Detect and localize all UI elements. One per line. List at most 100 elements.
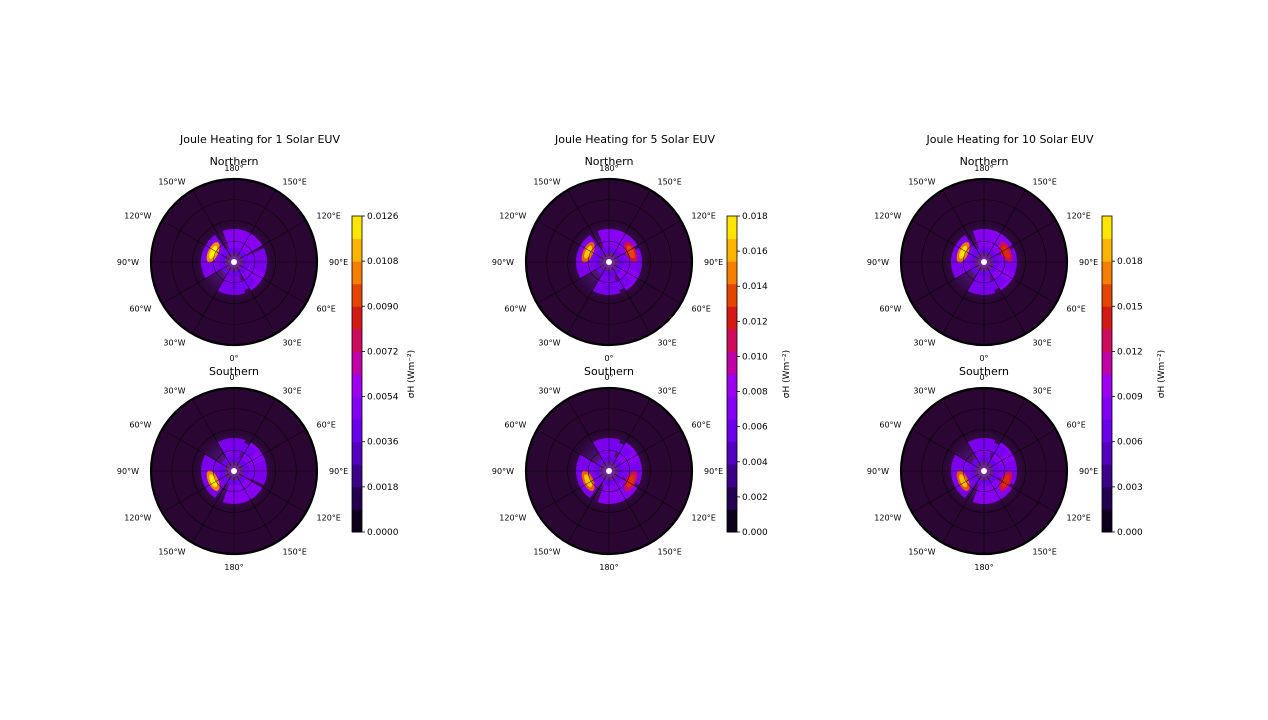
- longitude-label: 60°W: [879, 421, 901, 430]
- hotspot: [999, 470, 1013, 492]
- longitude-label: 0°: [604, 354, 613, 363]
- meridian-line: [161, 473, 229, 513]
- colorbar-tick-label: 0.0000: [367, 528, 399, 538]
- colorbar-band: [727, 216, 737, 240]
- colorbar-band: [1102, 351, 1112, 375]
- colorbar-band: [1102, 306, 1112, 330]
- meridian-line: [986, 398, 1026, 466]
- longitude-label: 90°E: [704, 467, 723, 476]
- pole-marker: [231, 259, 237, 265]
- colorbar-label: σH (Wm⁻²): [782, 350, 792, 398]
- colorbar-frame: [1101, 215, 1113, 533]
- colorbar-tick-label: 0.015: [1117, 302, 1143, 312]
- colorbar-band: [352, 486, 362, 510]
- longitude-label: 0°: [979, 373, 988, 382]
- hotspot-core: [584, 245, 593, 259]
- longitude-label: 0°: [604, 373, 613, 382]
- colorbar-tick-label: 0.0036: [367, 438, 399, 448]
- oval-tail: [981, 441, 1007, 459]
- panel-title: Joule Heating for 10 Solar EUV: [925, 133, 1094, 146]
- oval-segment: [222, 229, 263, 255]
- meridian-line: [239, 429, 307, 469]
- meridian-line: [611, 398, 651, 466]
- hemisphere-label: Southern: [584, 365, 634, 378]
- colorbar-tick-label: 0.000: [742, 528, 768, 538]
- meridian-line: [911, 473, 979, 513]
- longitude-label: 150°W: [158, 548, 185, 557]
- colorbar-tick-label: 0.012: [742, 317, 768, 327]
- colorbar-tick-label: 0.0018: [367, 483, 399, 493]
- pole-marker: [606, 259, 612, 265]
- longitude-label: 60°W: [504, 305, 526, 314]
- colorbar-band: [727, 374, 737, 398]
- colorbar-tick-label: 0.018: [1117, 257, 1143, 267]
- longitude-label: 90°W: [492, 258, 514, 267]
- longitude-label: 180°: [599, 563, 618, 572]
- longitude-label: 120°E: [1067, 212, 1091, 221]
- meridian-line: [611, 476, 651, 544]
- longitude-label: 0°: [979, 354, 988, 363]
- auroral-oval: [944, 222, 1024, 302]
- hotspot: [206, 470, 220, 491]
- colorbar-band: [352, 396, 362, 420]
- polar-grid: [151, 388, 317, 554]
- meridian-line: [239, 264, 307, 304]
- hotspot-core: [209, 245, 218, 259]
- hotspot-core: [626, 474, 635, 488]
- longitude-label: 150°W: [533, 177, 560, 186]
- colorbar-tick-label: 0.004: [742, 458, 768, 468]
- longitude-label: 30°E: [1033, 339, 1052, 348]
- colorbar-band: [1102, 261, 1112, 285]
- longitude-label: 30°W: [913, 339, 935, 348]
- colorbar: 0.0000 0.0018 0.0036 0.0054 0.0072 0.0090 0.01…: [351, 212, 417, 538]
- longitude-label: 120°W: [124, 212, 151, 221]
- colorbar-band: [352, 283, 362, 307]
- meridian-line: [989, 220, 1057, 260]
- colorbar-tick-label: 0.0090: [367, 302, 399, 312]
- hotspot: [206, 242, 220, 263]
- colorbar-band: [352, 306, 362, 330]
- meridian-line: [239, 473, 307, 513]
- colorbar-band: [1102, 486, 1112, 510]
- longitude-label: 120°E: [692, 212, 716, 221]
- longitude-label: 30°E: [283, 339, 302, 348]
- colorbar-band: [352, 441, 362, 465]
- colorbar-band: [1102, 374, 1112, 398]
- colorbar-tick-label: 0.006: [742, 423, 768, 433]
- polar-grid: [151, 179, 317, 345]
- meridian-line: [911, 429, 979, 469]
- oval-tail: [231, 274, 257, 292]
- colorbar-band: [352, 374, 362, 398]
- hemisphere-label: Southern: [209, 365, 259, 378]
- longitude-label: 30°W: [538, 386, 560, 395]
- meridian-line: [911, 264, 979, 304]
- hotspot: [956, 470, 970, 491]
- meridian-line: [986, 476, 1026, 544]
- meridian-line: [192, 267, 232, 335]
- polar-grid: [526, 179, 692, 345]
- colorbar-band: [1102, 216, 1112, 240]
- longitude-label: 30°W: [163, 386, 185, 395]
- longitude-label: 120°E: [317, 212, 341, 221]
- longitude-label: 60°W: [504, 421, 526, 430]
- meridian-line: [239, 220, 307, 260]
- meridian-line: [614, 473, 682, 513]
- meridian-line: [236, 476, 276, 544]
- longitude-label: 90°W: [117, 258, 139, 267]
- longitude-label: 180°: [224, 164, 243, 173]
- longitude-label: 150°W: [158, 177, 185, 186]
- longitude-label: 0°: [229, 354, 238, 363]
- colorbar-band: [727, 441, 737, 465]
- longitude-label: 150°W: [533, 548, 560, 557]
- colorbar-tick-label: 0.014: [742, 282, 768, 292]
- longitude-label: 30°W: [913, 386, 935, 395]
- longitude-label: 90°E: [1079, 258, 1098, 267]
- meridian-line: [989, 429, 1057, 469]
- colorbar-label: σH (Wm⁻²): [407, 350, 417, 398]
- longitude-label: 90°W: [867, 467, 889, 476]
